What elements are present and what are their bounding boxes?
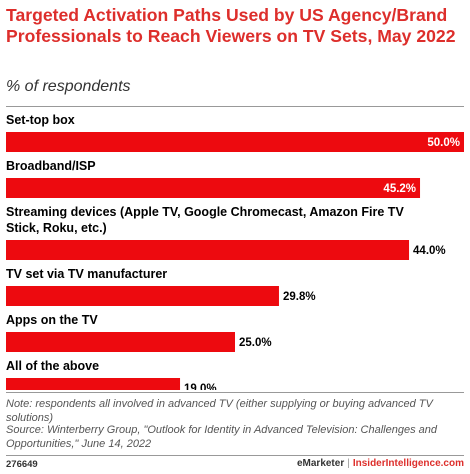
chart-source: Source: Winterberry Group, "Outlook for … <box>6 424 437 450</box>
category-label-all-of-the-above: All of the above <box>6 359 99 373</box>
bar-chart: Set-top box 50.0% Broadband/ISP 45.2% Stream… <box>6 113 464 390</box>
value-label-streaming-devices: 44.0% <box>413 245 446 257</box>
bar-all-of-the-above <box>6 378 181 390</box>
chart-note: Note: respondents all involved in advanc… <box>6 398 433 424</box>
category-label-streaming-devices: Streaming devices (Apple TV, Google Chro… <box>6 205 404 219</box>
value-label-broadband-isp: 45.2% <box>383 183 416 195</box>
bar-tv-set-via-tv-manufacturer <box>6 286 279 306</box>
chart-title: Targeted Activation Paths Used by US Age… <box>6 5 456 46</box>
category-label-streaming-devices: Stick, Roku, etc.) <box>6 221 107 235</box>
bar-broadband-isp <box>6 178 421 198</box>
brand-insider-intelligence[interactable]: InsiderIntelligence.com <box>352 458 464 469</box>
bar-streaming-devices <box>6 240 410 260</box>
bar-set-top-box <box>6 132 464 152</box>
value-label-tv-set-via-tv-manufacturer: 29.8% <box>283 291 316 303</box>
footer-divider <box>6 455 464 456</box>
chart-id: 276649 <box>6 459 38 470</box>
bar-apps-on-the-tv <box>6 332 235 352</box>
brand-emarketer: eMarketer <box>296 458 345 469</box>
bottom-divider <box>6 392 464 393</box>
category-label-apps-on-the-tv: Apps on the TV <box>6 313 98 327</box>
value-label-all-of-the-above: 19.0% <box>184 383 217 390</box>
category-label-broadband-isp: Broadband/ISP <box>6 159 96 173</box>
value-label-set-top-box: 50.0% <box>427 137 460 149</box>
brand-separator: | <box>347 458 350 469</box>
category-label-set-top-box: Set-top box <box>6 113 75 127</box>
top-divider <box>6 106 464 107</box>
value-label-apps-on-the-tv: 25.0% <box>239 337 272 349</box>
chart-subtitle: % of respondents <box>6 78 131 95</box>
category-label-tv-set-via-tv-manufacturer: TV set via TV manufacturer <box>6 267 167 281</box>
brand-footer[interactable]: eMarketer | InsiderIntelligence.com <box>297 458 464 469</box>
